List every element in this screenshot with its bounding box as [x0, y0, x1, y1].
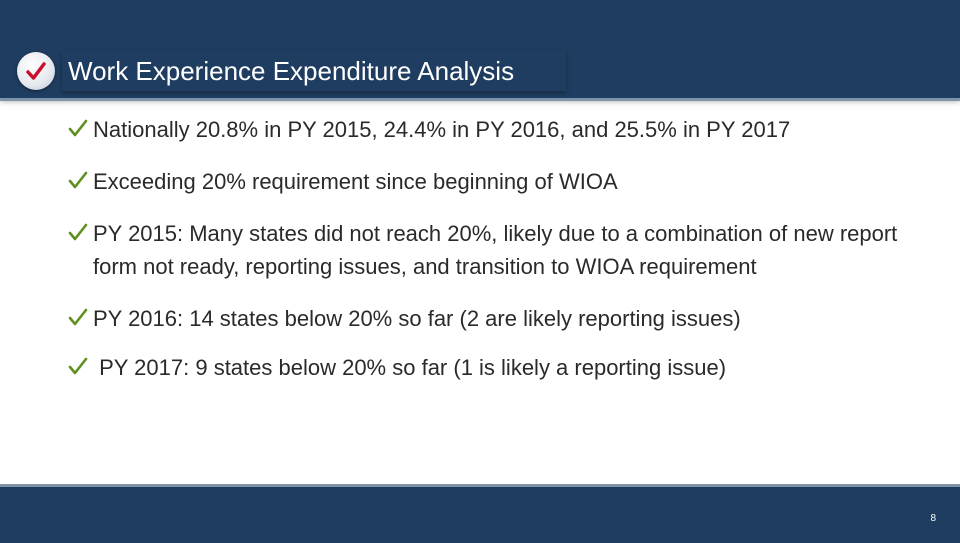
bullet-item: PY 2017: 9 states below 20% so far (1 is… — [68, 351, 928, 384]
bullet-text: PY 2017: 9 states below 20% so far (1 is… — [93, 355, 727, 380]
title-check-badge — [17, 52, 55, 90]
bullet-item: PY 2016: 14 states below 20% so far (2 a… — [68, 302, 928, 335]
header-divider — [0, 98, 960, 101]
check-icon — [68, 119, 88, 137]
page-number: 8 — [930, 513, 936, 524]
check-icon — [26, 62, 46, 80]
slide-title: Work Experience Expenditure Analysis — [68, 55, 515, 86]
check-icon — [68, 223, 88, 241]
check-icon — [68, 308, 88, 326]
bullet-item: Exceeding 20% requirement since beginnin… — [68, 165, 928, 198]
bullet-text: PY 2015: Many states did not reach 20%, … — [93, 221, 898, 279]
check-icon — [68, 171, 88, 189]
bullet-list: Nationally 20.8% in PY 2015, 24.4% in PY… — [68, 113, 928, 384]
bullet-text: PY 2016: 14 states below 20% so far (2 a… — [93, 306, 741, 331]
footer-band — [0, 484, 960, 543]
bullet-item: PY 2015: Many states did not reach 20%, … — [68, 217, 928, 283]
bullet-text: Nationally 20.8% in PY 2015, 24.4% in PY… — [93, 117, 791, 142]
title-bar: Work Experience Expenditure Analysis — [62, 51, 566, 91]
bullet-text: Exceeding 20% requirement since beginnin… — [93, 169, 618, 194]
bullet-item: Nationally 20.8% in PY 2015, 24.4% in PY… — [68, 113, 928, 146]
check-icon — [68, 357, 88, 375]
